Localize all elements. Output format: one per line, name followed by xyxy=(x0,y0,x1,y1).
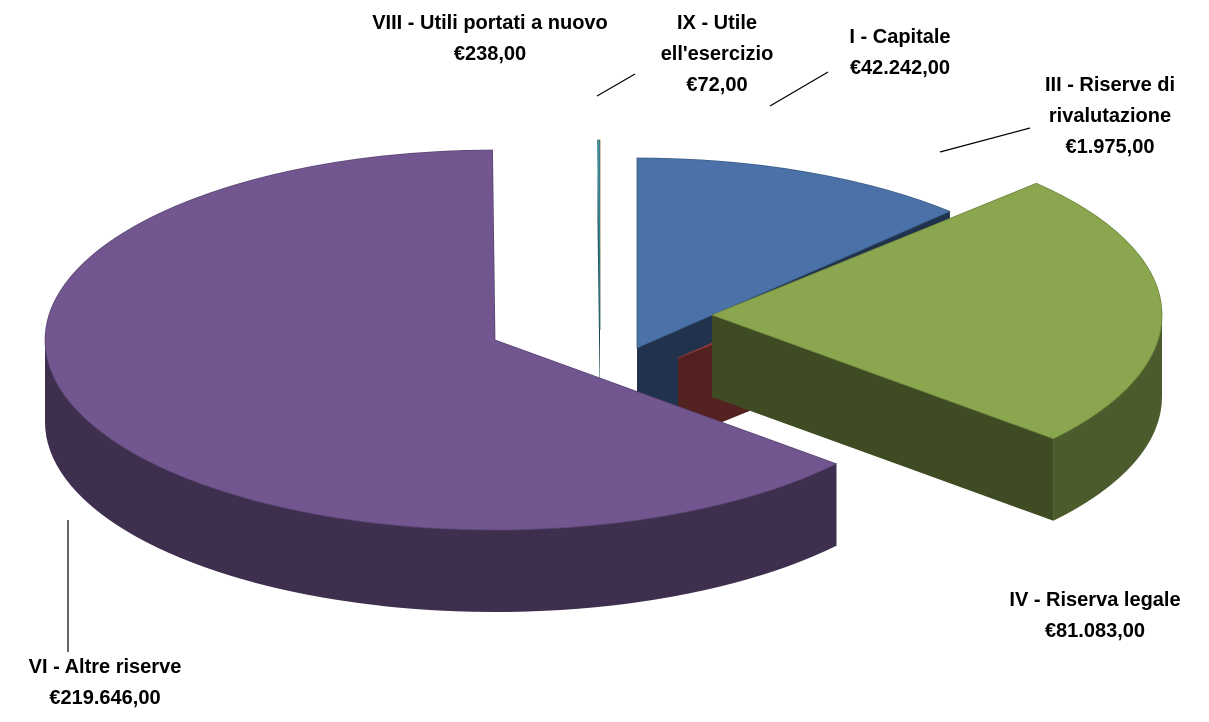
category-label: IV - Riserva legale xyxy=(1009,589,1181,611)
category-label: IX - Utile ell'esercizio xyxy=(660,12,774,65)
category-label: III - Riserve di rivalutazione xyxy=(1044,74,1176,127)
data-label: VIII - Utili portati a nuovo €238,00 xyxy=(370,8,610,70)
data-label: VI - Altre riserve €219.646,00 xyxy=(0,652,215,714)
data-label: III - Riserve di rivalutazione €1.975,00 xyxy=(1010,70,1209,163)
leader-line xyxy=(769,71,829,107)
slice-wall xyxy=(1053,315,1162,521)
pie-slice xyxy=(44,149,838,531)
data-label: I - Capitale €42.242,00 xyxy=(815,22,985,84)
category-label: VI - Altre riserve xyxy=(28,656,182,678)
slice-side xyxy=(712,315,1054,521)
leader-line xyxy=(939,127,1031,153)
pie-slice xyxy=(710,182,1163,440)
data-label: IX - Utile ell'esercizio €72,00 xyxy=(642,8,792,101)
value-label: €42.242,00 xyxy=(849,57,951,79)
pie-slice xyxy=(636,157,951,349)
value-label: €219.646,00 xyxy=(49,687,161,709)
category-label: I - Capitale xyxy=(849,26,951,48)
value-label: €1.975,00 xyxy=(1065,136,1155,158)
slices xyxy=(44,139,1163,613)
value-label: €238,00 xyxy=(453,43,527,65)
leader-line xyxy=(596,73,636,97)
data-label: IV - Riserva legale €81.083,00 xyxy=(980,585,1209,647)
value-label: €72,00 xyxy=(686,74,748,96)
category-label: VIII - Utili portati a nuovo xyxy=(372,12,608,34)
pie-slice xyxy=(597,139,601,331)
slice-wall xyxy=(44,340,837,613)
value-label: €81.083,00 xyxy=(1044,620,1146,642)
